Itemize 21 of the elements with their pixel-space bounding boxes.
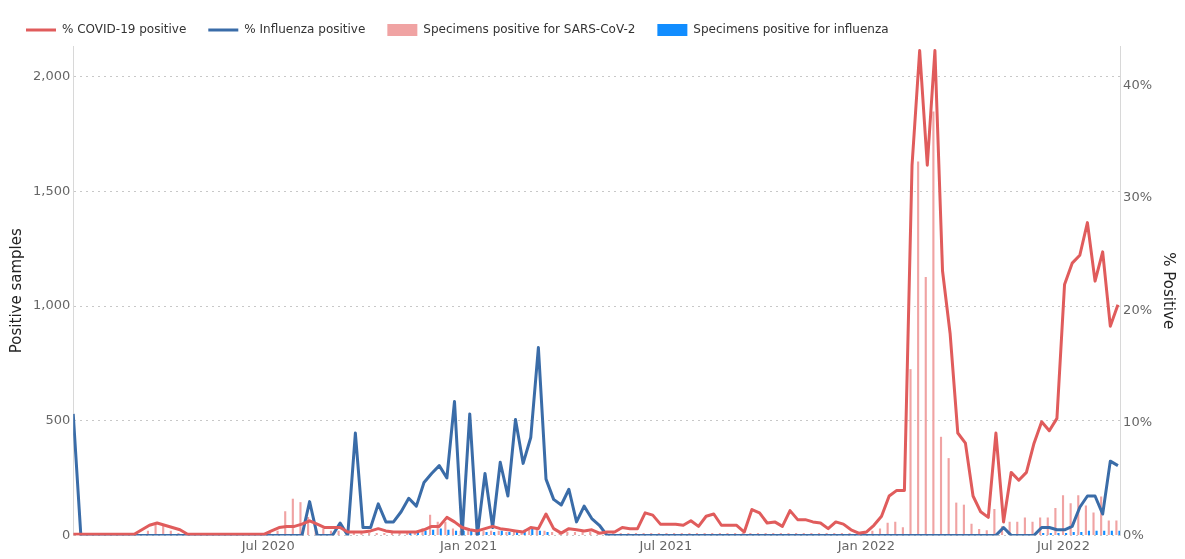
y-tick-label: 0 bbox=[61, 526, 71, 542]
x-tick-label: Jul 2021 bbox=[638, 537, 693, 553]
x-tick-label: Jan 2022 bbox=[836, 537, 895, 553]
y2-tick-label: 20% bbox=[1123, 301, 1153, 317]
y-tick-label: 2,000 bbox=[33, 68, 71, 84]
legend-label: % Influenza positive bbox=[244, 22, 366, 37]
y2-axis-title: % Positive bbox=[1160, 252, 1179, 330]
x-tick-label: Jan 2021 bbox=[439, 537, 498, 553]
y-axis-title: Positive samples bbox=[6, 228, 25, 354]
y2-tick-label: 0% bbox=[1123, 526, 1144, 542]
y2-tick-label: 10% bbox=[1123, 414, 1153, 430]
legend-label: % COVID-19 positive bbox=[62, 22, 187, 37]
y2-tick-label: 30% bbox=[1123, 189, 1153, 205]
x-tick-label: Jul 2022 bbox=[1036, 537, 1090, 553]
y-tick-label: 500 bbox=[45, 412, 71, 428]
legend-label: Specimens positive for SARS-CoV-2 bbox=[423, 22, 636, 37]
y-tick-label: 1,500 bbox=[33, 182, 71, 198]
x-tick-label: Jul 2020 bbox=[240, 537, 295, 553]
legend-label: Specimens positive for influenza bbox=[693, 22, 889, 37]
y2-tick-label: 40% bbox=[1123, 76, 1153, 92]
y-tick-label: 1,000 bbox=[33, 297, 71, 313]
